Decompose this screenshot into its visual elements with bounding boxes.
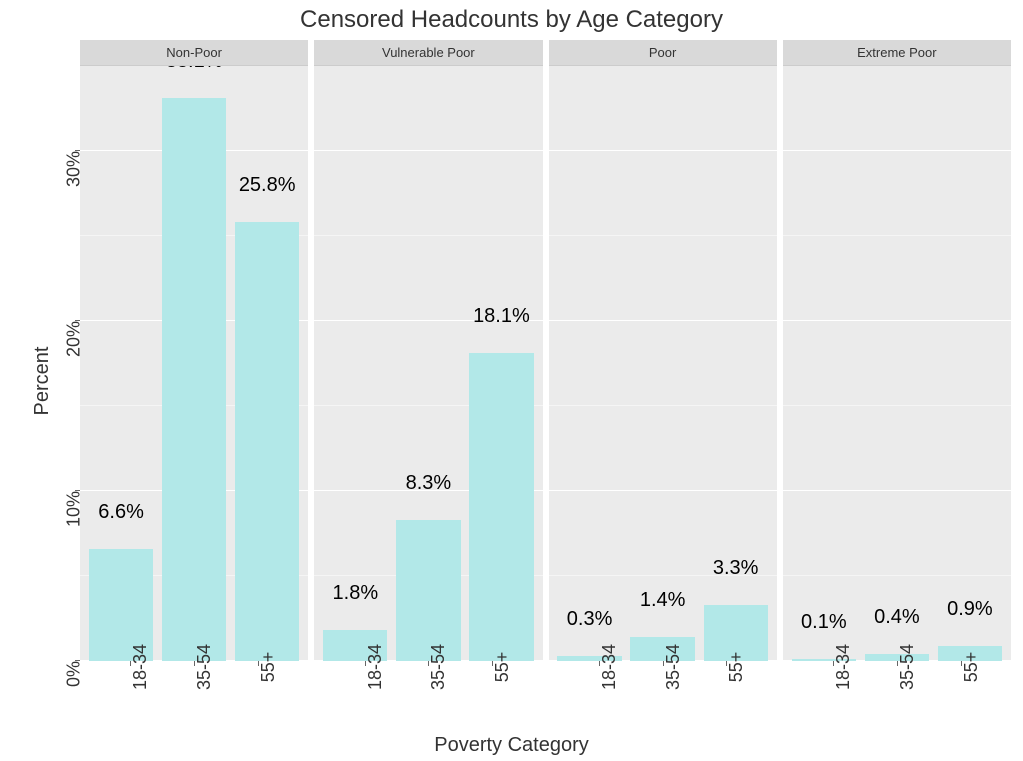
x-tick: 18-34 xyxy=(333,661,397,731)
bar-value-label: 3.3% xyxy=(713,557,759,580)
bar-value-label: 33.1% xyxy=(166,66,223,73)
facet-strip-label: Vulnerable Poor xyxy=(314,40,542,66)
x-tick-group: 18-3435-5455+ xyxy=(549,661,777,731)
x-tick: 35-54 xyxy=(631,661,695,731)
bar-slot: 8.3% xyxy=(392,66,465,661)
facet: Non-Poor 6.6% 33.1% 25.8% xyxy=(80,40,308,661)
bar-value-label: 25.8% xyxy=(239,174,296,197)
x-axis-ticks: 18-3435-5455+18-3435-5455+18-3435-5455+1… xyxy=(80,661,1011,731)
bar-group: 6.6% 33.1% 25.8% xyxy=(80,66,308,661)
x-tick-label: 35-54 xyxy=(428,644,449,690)
bar-group: 1.8% 8.3% 18.1% xyxy=(314,66,542,661)
x-tick: 55+ xyxy=(460,661,524,731)
bar-value-label: 18.1% xyxy=(473,305,530,328)
x-tick: 35-54 xyxy=(162,661,226,731)
bar-slot: 3.3% xyxy=(699,66,772,661)
x-tick-label: 18-34 xyxy=(833,644,854,690)
x-tick-label: 18-34 xyxy=(599,644,620,690)
y-axis-ticks: 0%10%20%30% xyxy=(0,40,80,661)
x-tick-label: 35-54 xyxy=(897,644,918,690)
x-tick-label: 18-34 xyxy=(130,644,151,690)
x-tick: 35-54 xyxy=(865,661,929,731)
x-tick: 18-34 xyxy=(99,661,163,731)
x-tick-label: 35-54 xyxy=(194,644,215,690)
facet-strip-label: Extreme Poor xyxy=(783,40,1011,66)
bar-slot: 0.9% xyxy=(933,66,1006,661)
bar-value-label: 0.3% xyxy=(567,608,613,631)
bar xyxy=(235,222,299,661)
bar-value-label: 0.9% xyxy=(947,598,993,621)
x-tick: 55+ xyxy=(694,661,758,731)
bar-value-label: 1.4% xyxy=(640,589,686,612)
x-tick-group: 18-3435-5455+ xyxy=(783,661,1011,731)
x-tick: 35-54 xyxy=(397,661,461,731)
bar-value-label: 0.4% xyxy=(874,606,920,629)
facet-panel: 6.6% 33.1% 25.8% xyxy=(80,66,308,661)
bar-slot: 33.1% xyxy=(158,66,231,661)
x-tick: 18-34 xyxy=(567,661,631,731)
facet: Vulnerable Poor 1.8% 8.3% 18.1% xyxy=(314,40,542,661)
facet: Poor 0.3% 1.4% 3.3% xyxy=(549,40,777,661)
bar xyxy=(469,353,533,661)
x-tick: 55+ xyxy=(226,661,290,731)
facet-strip-label: Non-Poor xyxy=(80,40,308,66)
bar-slot: 0.3% xyxy=(553,66,626,661)
x-tick-label: 55+ xyxy=(726,652,747,683)
bar-value-label: 8.3% xyxy=(406,472,452,495)
bar-value-label: 6.6% xyxy=(98,501,144,524)
bar-slot: 18.1% xyxy=(465,66,538,661)
x-tick-label: 18-34 xyxy=(365,644,386,690)
x-tick-group: 18-3435-5455+ xyxy=(80,661,308,731)
bar-slot: 0.4% xyxy=(860,66,933,661)
x-tick: 18-34 xyxy=(801,661,865,731)
x-tick-label: 35-54 xyxy=(663,644,684,690)
bar-value-label: 1.8% xyxy=(333,582,379,605)
bar-slot: 1.4% xyxy=(626,66,699,661)
facet-panel: 0.3% 1.4% 3.3% xyxy=(549,66,777,661)
bar-slot: 1.8% xyxy=(319,66,392,661)
x-tick-label: 55+ xyxy=(961,652,982,683)
x-axis-label: Poverty Category xyxy=(0,734,1023,757)
facet-strip-label: Poor xyxy=(549,40,777,66)
x-tick: 55+ xyxy=(929,661,993,731)
x-tick-label: 55+ xyxy=(258,652,279,683)
facet-panel: 0.1% 0.4% 0.9% xyxy=(783,66,1011,661)
bar xyxy=(396,520,460,661)
bar-value-label: 0.1% xyxy=(801,611,847,634)
x-tick-group: 18-3435-5455+ xyxy=(314,661,542,731)
plot-area: Non-Poor6.6%33.1%25.8%Vulnerable Poor1.8… xyxy=(80,40,1011,661)
facet-panel: 1.8% 8.3% 18.1% xyxy=(314,66,542,661)
bar xyxy=(162,98,226,661)
bar-slot: 0.1% xyxy=(787,66,860,661)
bar-group: 0.1% 0.4% 0.9% xyxy=(783,66,1011,661)
bar-slot: 25.8% xyxy=(231,66,304,661)
chart-container: Censored Headcounts by Age Category Perc… xyxy=(0,0,1023,761)
x-tick-label: 55+ xyxy=(492,652,513,683)
bar-slot: 6.6% xyxy=(85,66,158,661)
chart-title: Censored Headcounts by Age Category xyxy=(0,6,1023,34)
facet: Extreme Poor 0.1% 0.4% 0.9% xyxy=(783,40,1011,661)
bar-group: 0.3% 1.4% 3.3% xyxy=(549,66,777,661)
